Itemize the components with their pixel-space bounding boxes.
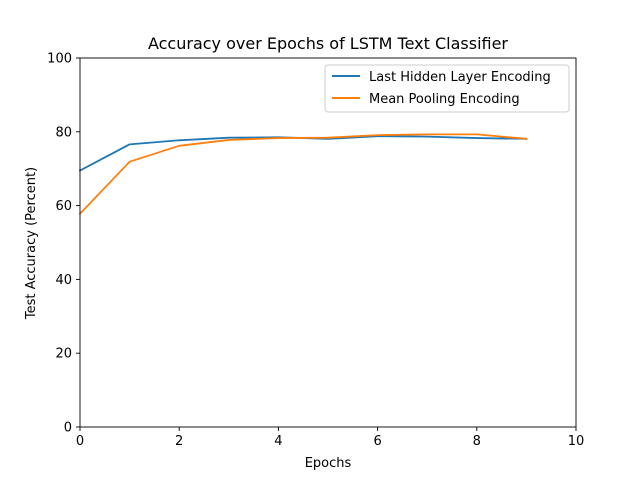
y-axis-label: Test Accuracy (Percent) <box>24 167 39 320</box>
y-tick-label-100: 100 <box>47 52 72 67</box>
y-tick-label-40: 40 <box>55 273 72 288</box>
y-tick-label-60: 60 <box>55 199 72 214</box>
legend-label-mean-pooling: Mean Pooling Encoding <box>369 92 520 107</box>
axes-frame <box>79 57 577 428</box>
legend-frame <box>324 64 570 113</box>
x-tick-label-10: 10 <box>568 434 585 449</box>
y-tick-label-20: 20 <box>55 347 72 362</box>
series-line-1 <box>78 133 528 215</box>
x-tick-label-8: 8 <box>473 434 481 449</box>
x-axis-label: Epochs <box>305 456 352 471</box>
legend: Last Hidden Layer Encoding Mean Pooling … <box>324 64 570 113</box>
x-tick-label-4: 4 <box>274 434 282 449</box>
x-tick-label-6: 6 <box>373 434 381 449</box>
legend-label-last-hidden: Last Hidden Layer Encoding <box>369 70 551 85</box>
series-line-0 <box>78 135 528 172</box>
y-tick-label-0: 0 <box>64 421 72 436</box>
x-tick-label-0: 0 <box>76 434 84 449</box>
chart-title: Accuracy over Epochs of LSTM Text Classi… <box>148 34 508 53</box>
y-tick-label-80: 80 <box>55 125 72 140</box>
x-tick-label-2: 2 <box>175 434 183 449</box>
